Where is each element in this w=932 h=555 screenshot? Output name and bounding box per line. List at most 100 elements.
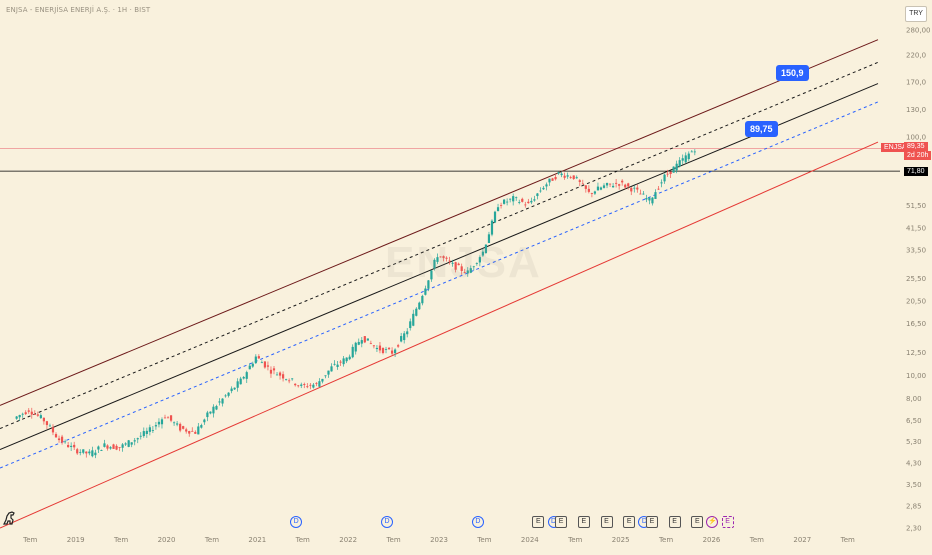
candle-body — [436, 257, 439, 262]
candle-body — [569, 177, 572, 179]
candle-body — [687, 153, 690, 160]
candle-body — [633, 187, 636, 189]
currency-selector[interactable]: TRY — [905, 6, 927, 22]
candle-body — [406, 331, 409, 335]
event-marker-earnings[interactable]: E — [600, 516, 613, 528]
candle-body — [394, 349, 397, 354]
candle-body — [611, 185, 615, 188]
candle-body — [136, 438, 139, 440]
candle-body — [624, 184, 627, 188]
candle-body — [312, 384, 315, 388]
upper-target-callout[interactable]: 150,9 — [776, 65, 809, 81]
candle-body — [82, 449, 85, 453]
candle-body — [36, 414, 39, 416]
candle-body — [345, 357, 348, 362]
candle-body — [315, 382, 318, 384]
candle-body — [390, 350, 394, 354]
candle-body — [545, 184, 548, 187]
candle-body — [281, 374, 285, 379]
y-tick-label: 51,50 — [906, 202, 926, 210]
candle-body — [654, 192, 657, 199]
candle-body — [439, 256, 442, 258]
x-tick-label: Tem — [385, 536, 400, 544]
candle-body — [481, 251, 484, 256]
candle-body — [348, 356, 351, 360]
candle-body — [297, 385, 300, 387]
candle-body — [663, 174, 666, 182]
candle-body — [148, 427, 151, 432]
candle-body — [551, 178, 554, 181]
event-marker-dividend[interactable]: D — [290, 516, 303, 528]
candle-body — [584, 185, 587, 189]
event-marker-dividend[interactable]: D — [471, 516, 484, 528]
event-marker-earnings[interactable]: E — [577, 516, 590, 528]
event-marker-earnings[interactable]: E — [623, 516, 636, 528]
x-tick-label: Tem — [567, 536, 582, 544]
event-marker-earnings[interactable]: E — [645, 516, 658, 528]
candle-body — [160, 419, 164, 425]
candle-body — [275, 374, 279, 376]
candle-body — [648, 197, 651, 201]
dinosaur-icon[interactable] — [2, 510, 18, 526]
candle-body — [88, 451, 91, 454]
candle-body — [224, 395, 227, 397]
candle-body — [106, 445, 109, 449]
candle-body — [139, 435, 142, 437]
candle-body — [506, 201, 509, 203]
candle-body — [618, 184, 621, 186]
x-tick-label: Tem — [749, 536, 764, 544]
candle-body — [672, 166, 675, 173]
event-marker-split[interactable]: ⚡ — [706, 516, 719, 528]
candle-body — [85, 451, 88, 454]
event-marker-earnings[interactable]: E — [668, 516, 681, 528]
event-marker-earnings[interactable]: E — [532, 516, 545, 528]
candle-body — [163, 417, 167, 419]
lower-target-callout[interactable]: 89,75 — [745, 121, 778, 137]
candle-body — [342, 358, 345, 365]
event-marker-dividend[interactable]: D — [381, 516, 394, 528]
event-marker-earnings[interactable]: E — [555, 516, 568, 528]
candle-body — [145, 430, 148, 434]
candle-body — [451, 262, 454, 264]
candle-body — [233, 387, 236, 390]
symbol-watermark: ENJSA — [385, 238, 542, 287]
last-price-tag: 89,35 — [904, 142, 928, 151]
candle-body — [73, 444, 76, 448]
candle-body — [100, 449, 103, 451]
candle-body — [185, 429, 188, 432]
candle-body — [54, 434, 58, 438]
candle-body — [303, 384, 306, 385]
candle-body — [360, 340, 363, 344]
channel-line — [0, 61, 879, 430]
candle-body — [469, 268, 472, 273]
candle-body — [387, 347, 391, 350]
y-tick-label: 4,30 — [906, 460, 922, 468]
candle-body — [330, 366, 333, 372]
x-tick-label: 2023 — [430, 536, 448, 544]
candle-body — [627, 183, 630, 187]
event-marker-earnings[interactable]: E — [691, 516, 704, 528]
candle-body — [206, 412, 209, 418]
candle-body — [127, 440, 130, 447]
candle-body — [239, 378, 242, 385]
candle-body — [442, 256, 445, 259]
y-tick-label: 100,0 — [906, 133, 926, 141]
candle-body — [645, 198, 648, 200]
candle-body — [27, 410, 30, 412]
candle-body — [191, 430, 194, 432]
candle-body — [457, 263, 460, 266]
candle-body — [415, 308, 418, 316]
candle-body — [521, 198, 524, 202]
candle-body — [430, 270, 433, 280]
event-marker-earnings-upcoming[interactable]: E — [721, 516, 734, 528]
candle-body — [524, 204, 527, 206]
candle-body — [242, 377, 245, 379]
candle-body — [657, 188, 660, 190]
countdown-tag: 2d 20h — [904, 151, 932, 160]
y-tick-label: 220,0 — [906, 52, 926, 60]
candle-body — [496, 207, 500, 212]
candle-body — [227, 392, 230, 396]
candle-body — [254, 356, 257, 364]
